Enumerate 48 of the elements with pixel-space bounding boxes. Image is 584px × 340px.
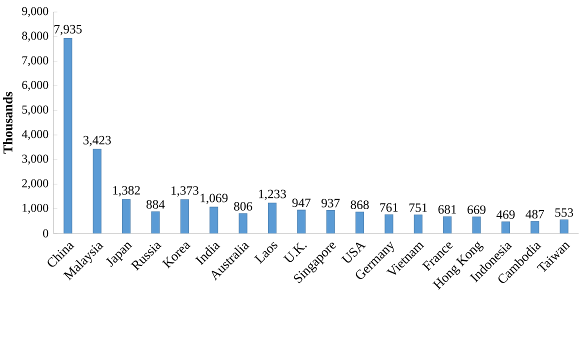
- data-label: 937: [322, 198, 340, 208]
- data-label: 7,935: [54, 24, 82, 36]
- bar: [326, 210, 335, 234]
- bar: [530, 221, 540, 234]
- y-tick-label: 2,000: [22, 179, 48, 190]
- y-tick-label: 7,000: [22, 56, 48, 66]
- data-label: 1,382: [113, 186, 140, 196]
- bar: [297, 210, 306, 234]
- y-tick-label: 0: [43, 229, 48, 238]
- bar: [92, 148, 102, 234]
- bar: [560, 219, 568, 234]
- data-label: 806: [234, 202, 252, 211]
- data-label: 761: [380, 203, 398, 212]
- bar: [501, 222, 510, 234]
- data-label: 3,423: [83, 136, 111, 146]
- bar: [414, 214, 422, 234]
- bar: [122, 199, 131, 234]
- bar: [384, 214, 394, 234]
- y-tick-label: 4,000: [22, 130, 48, 140]
- bar: [268, 202, 276, 234]
- data-label: 947: [292, 198, 311, 208]
- data-label: 469: [496, 210, 515, 219]
- data-label: 553: [555, 208, 574, 217]
- bar: [356, 212, 364, 234]
- data-label: 1,373: [172, 186, 198, 197]
- y-tick-label: 1,000: [22, 204, 48, 214]
- y-tick-label: 9,000: [22, 7, 48, 17]
- y-tick-label: 6,000: [22, 80, 48, 91]
- data-label: 1,069: [200, 194, 228, 204]
- y-tick-label: 5,000: [22, 105, 48, 116]
- y-tick-label: 8,000: [22, 32, 48, 42]
- data-label: 487: [526, 210, 544, 218]
- data-label: 884: [146, 200, 165, 209]
- data-label: 751: [409, 203, 427, 212]
- bar: [151, 211, 160, 234]
- bar: [64, 38, 72, 234]
- data-label: 681: [438, 205, 456, 214]
- bar: [472, 216, 481, 234]
- y-tick-label: 3,000: [22, 154, 48, 164]
- data-label: 669: [468, 205, 486, 214]
- bar: [180, 199, 189, 234]
- bar: [238, 213, 248, 234]
- data-label: 868: [350, 200, 369, 210]
- data-label: 1,233: [259, 190, 286, 200]
- bar: [443, 216, 452, 234]
- y-axis-title: Thousands: [3, 92, 12, 154]
- x-tick-label: Laos: [254, 242, 278, 264]
- bar: [210, 206, 218, 234]
